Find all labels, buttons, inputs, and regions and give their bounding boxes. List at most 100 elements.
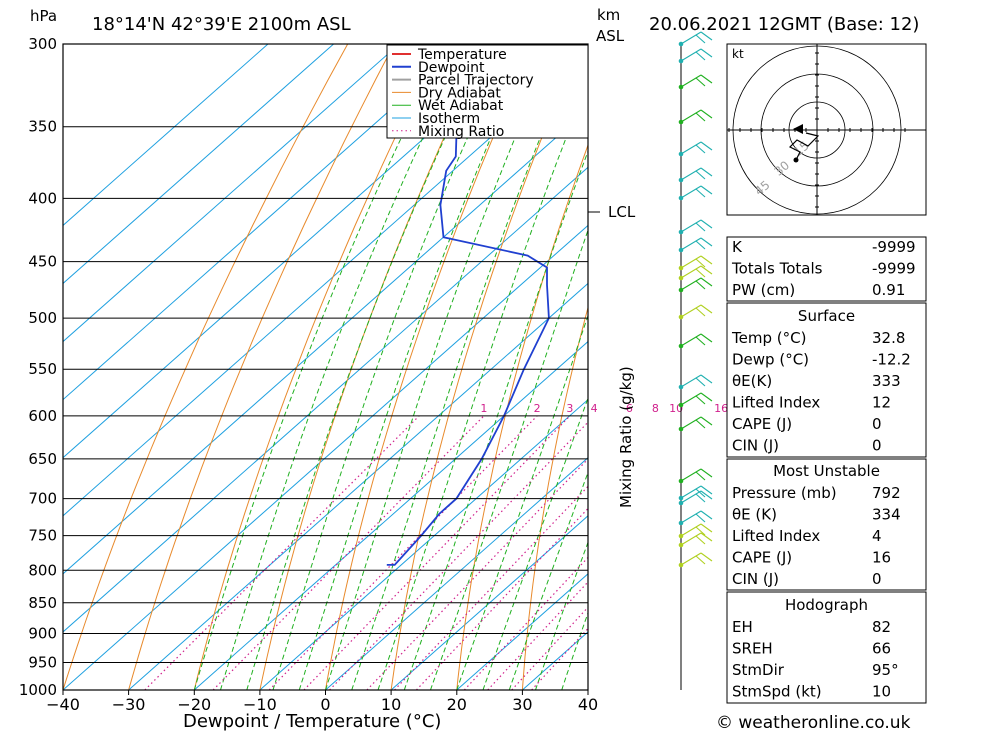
dry-adiabat-line: [588, 44, 720, 690]
wind-barb-flag: [701, 266, 712, 274]
wind-barb-flag: [696, 241, 705, 249]
km-axis: LCL: [588, 203, 636, 221]
copyright: © weatheronline.co.uk: [716, 713, 911, 733]
dry-adiabat-line: [457, 44, 627, 690]
wind-barb-flag: [696, 52, 705, 60]
wind-barb-flag: [701, 524, 712, 532]
index-label: Totals Totals: [731, 260, 823, 278]
wind-barb-staff: [681, 168, 701, 180]
index-label: CAPE (J): [732, 549, 792, 567]
wind-barb-flag: [701, 220, 712, 228]
index-value: 0: [872, 570, 882, 588]
index-value: 792: [872, 484, 901, 502]
dry-adiabat-line: [260, 44, 487, 690]
isotherm-line: [0, 44, 399, 690]
pressure-label: 750: [28, 527, 57, 545]
wind-barb-flag: [696, 337, 705, 345]
wet-adiabat-line: [352, 44, 580, 690]
wind-barb-flag: [701, 469, 712, 477]
wet-adiabat-line: [194, 44, 447, 690]
wind-barb-staff: [681, 186, 701, 198]
wind-barb-flag: [701, 256, 712, 264]
wind-barb-flag: [696, 145, 705, 153]
wind-barb-flag: [696, 281, 705, 289]
pressure-label: 900: [28, 625, 57, 643]
index-value: 334: [872, 506, 901, 524]
wind-barb-flag: [701, 238, 712, 246]
wind-barb-flag: [701, 375, 712, 383]
index-value: 10: [872, 683, 891, 701]
index-label: Dewp (°C): [732, 351, 809, 369]
x-tick-label: −30: [112, 695, 146, 714]
index-value: 0: [872, 415, 882, 433]
index-value: -9999: [872, 238, 916, 256]
hodograph-start-dot: [794, 158, 799, 163]
dry-adiabat-line: [959, 44, 999, 690]
wind-barb-flag: [696, 113, 705, 121]
index-value: -9999: [872, 260, 916, 278]
datetime-title: 20.06.2021 12GMT (Base: 12): [649, 14, 919, 35]
index-label: Temp (°C): [731, 329, 806, 347]
index-label: K: [732, 238, 743, 256]
index-value: 66: [872, 640, 891, 658]
wind-barb-staff: [681, 110, 701, 122]
isotherm-line: [0, 44, 596, 690]
index-value: 16: [872, 549, 891, 567]
asl-label: ASL: [596, 27, 625, 45]
x-tick-label: 20: [447, 695, 467, 714]
wind-barb-flag: [701, 75, 712, 83]
index-value: 0: [872, 437, 882, 455]
wind-barb-staff: [681, 553, 701, 565]
mixing-ratio-line: [145, 416, 419, 690]
pressure-label: 850: [28, 594, 57, 612]
wind-barb-flag: [701, 278, 712, 286]
dry-adiabat-line: [522, 44, 673, 690]
mixing-ratio-label: 1: [480, 402, 487, 415]
wind-barb-flag: [696, 420, 705, 428]
wind-barb-flag: [701, 393, 712, 401]
wind-barb-flag: [701, 417, 712, 425]
hodograph-unit: kt: [732, 47, 744, 61]
wet-adiabat-line: [457, 44, 684, 690]
pressure-label: 400: [28, 189, 57, 207]
mixing-ratio-label: 16: [714, 402, 728, 415]
wind-barb-staff: [681, 266, 701, 278]
pressure-label: 700: [28, 490, 57, 508]
wind-barb-flag: [701, 305, 712, 313]
pressure-label: 450: [28, 253, 57, 271]
hpa-label: hPa: [30, 7, 57, 25]
plot-frame: [63, 44, 588, 690]
isotherm-line: [0, 44, 530, 690]
wind-barb-flag: [701, 142, 712, 150]
wind-barb-staff: [681, 491, 701, 503]
index-value: 0.91: [872, 281, 905, 299]
index-label: θE(K): [732, 372, 772, 390]
pressure-label: 950: [28, 654, 57, 672]
index-label: CAPE (J): [732, 415, 792, 433]
wet-adiabat-line: [299, 44, 532, 690]
wind-barb-staff: [681, 278, 701, 290]
dry-adiabat-line: [63, 44, 348, 690]
wind-barb-staff: [681, 393, 701, 405]
wind-barb-flag: [701, 533, 712, 541]
wet-adiabat-line: [221, 44, 468, 690]
mixing-ratio-label: 3: [566, 402, 573, 415]
mixing-ratio-label: 4: [591, 402, 598, 415]
wind-barb-staff: [681, 469, 701, 481]
wind-barb-flag: [696, 536, 705, 544]
km-label: km: [597, 6, 620, 24]
wind-barb-flag: [701, 168, 712, 176]
wind-barb-flag: [701, 110, 712, 118]
index-value: 82: [872, 618, 891, 636]
wind-barb-flag: [696, 514, 705, 522]
wind-barb-staff: [681, 75, 701, 87]
wind-barb-flag: [696, 269, 705, 277]
wind-barb-staff: [681, 220, 701, 232]
wind-barb-flag: [696, 378, 705, 386]
dry-adiabat-line: [129, 44, 395, 690]
index-value: 95°: [872, 661, 899, 679]
pressure-label: 550: [28, 360, 57, 378]
